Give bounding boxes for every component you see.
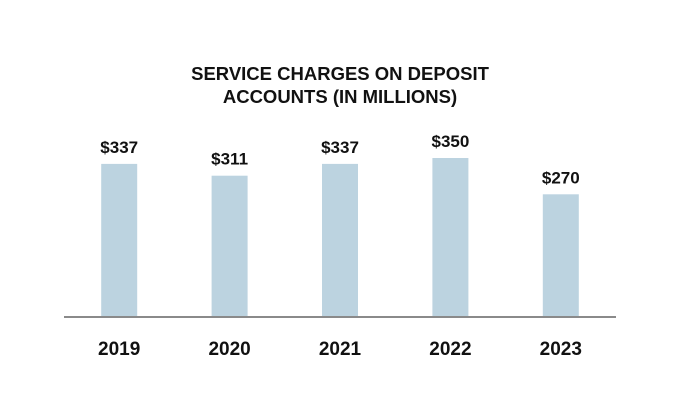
x-tick-labels-group: 2019 2020 2021 2022 2023 [98,339,582,360]
bar-2019 [101,163,138,317]
value-labels-group: $337 $311 $337 $350 $270 [100,132,579,187]
x-tick-label-2020: 2020 [208,339,250,360]
value-label-2023: $270 [542,168,580,187]
chart-title: SERVICE CHARGES ON DEPOSIT ACCOUNTS (IN … [0,62,680,108]
bar-2023 [542,194,579,317]
x-tick-label-2019: 2019 [98,339,140,360]
value-label-2020: $311 [211,150,248,169]
value-label-2019: $337 [100,138,138,157]
value-label-2022: $350 [431,132,469,151]
chart-title-line-2: ACCOUNTS (IN MILLIONS) [222,86,458,107]
bar-2020 [211,175,248,317]
x-tick-label-2021: 2021 [319,339,362,360]
x-tick-label-2023: 2023 [540,339,582,360]
chart-title-line-1: SERVICE CHARGES ON DEPOSIT [191,63,489,84]
x-tick-label-2022: 2022 [429,339,471,360]
bars-group [101,158,579,317]
bar-2021 [322,163,358,317]
bar-2022 [432,158,469,317]
value-label-2021: $337 [321,138,359,157]
